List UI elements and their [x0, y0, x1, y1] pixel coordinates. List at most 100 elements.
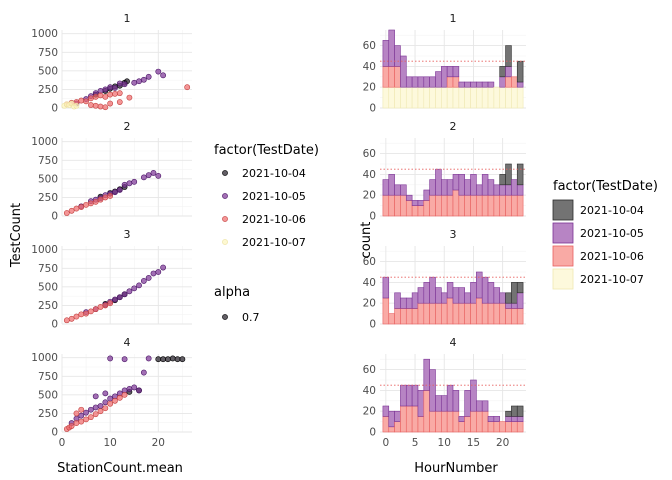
scatter-legend-key — [222, 239, 228, 245]
scatter-y-tick-label: 750 — [38, 47, 58, 59]
bar-y-tick-label: 20 — [363, 298, 376, 310]
bar-segment — [417, 302, 425, 325]
bar-segment — [435, 395, 442, 412]
bar-y-tick-label: 20 — [363, 406, 376, 418]
scatter-point — [116, 394, 123, 401]
bar-segment — [499, 292, 506, 304]
bar-legend-label: 2021-10-04 — [580, 204, 644, 217]
bar-segment — [423, 76, 430, 88]
bar-segment — [423, 282, 430, 304]
bar-y-tick-label: 40 — [363, 385, 376, 397]
scatter-y-tick-label: 1000 — [31, 136, 58, 148]
bar-segment — [516, 405, 524, 417]
bar-segment — [464, 81, 471, 88]
scatter-point — [131, 79, 138, 86]
bar-segment — [476, 400, 483, 412]
bar-segment — [429, 179, 436, 196]
scatter-point — [145, 275, 152, 281]
bar-segment — [481, 86, 489, 109]
bar-segment — [388, 66, 395, 88]
scatter-point — [87, 95, 94, 102]
bar-segment — [400, 297, 407, 309]
bar-segment — [470, 86, 477, 109]
bar-segment — [382, 416, 390, 433]
scatter-point — [87, 406, 94, 413]
bar-segment — [516, 292, 524, 309]
scatter-point — [78, 412, 85, 419]
scatter-point — [73, 102, 80, 109]
bar-y-axis-title: count — [359, 222, 374, 259]
scatter-point — [73, 420, 80, 426]
bar-segment — [493, 194, 501, 217]
bar-segment — [487, 416, 495, 422]
bar-legend-label: 2021-10-05 — [580, 227, 644, 240]
bar-segment — [435, 410, 442, 433]
scatter-point — [102, 390, 109, 397]
scatter-point — [97, 196, 104, 203]
bar-segment — [481, 81, 489, 88]
bar-segment — [481, 302, 489, 325]
bar-segment — [505, 410, 512, 417]
bar-segment — [388, 86, 395, 109]
bar-segment — [382, 179, 390, 196]
bar-segment — [499, 66, 506, 78]
scatter-y-tick-label: 250 — [38, 84, 58, 96]
bar-segment — [499, 86, 506, 109]
scatter-point — [102, 104, 109, 111]
scatter-point — [116, 187, 123, 193]
bar-segment — [435, 86, 442, 109]
bar-segment — [516, 282, 524, 294]
bar-y-tick-label: 40 — [363, 169, 376, 181]
bar-segment — [441, 86, 448, 109]
bar-segment — [446, 384, 454, 412]
bar-segment — [511, 282, 518, 304]
scatter-point — [131, 178, 138, 185]
bar-segment — [388, 313, 395, 325]
bar-segment — [516, 416, 524, 422]
scatter-point — [126, 386, 133, 392]
scatter-point — [102, 302, 109, 309]
scatter-panel-4: 4 0 250 500 750 1000 0 10 20 — [31, 336, 192, 449]
bar-x-tick-label: 10 — [438, 437, 451, 449]
bar-segment — [487, 282, 495, 304]
scatter-y-tick-label: 0 — [51, 427, 58, 439]
bar-legend: factor(TestDate) 2021-10-042021-10-05202… — [552, 179, 658, 290]
scatter-legend-entries: 2021-10-04 2021-10-05 2021-10-06 2021-10-07 — [222, 167, 306, 249]
scatter-point — [107, 395, 114, 402]
bar-segment — [476, 81, 483, 88]
bar-y-tick-label: 0 — [369, 319, 376, 331]
bar-segment — [481, 410, 489, 433]
bar-panel-strip: 3 — [450, 228, 457, 241]
scatter-point — [121, 181, 128, 188]
bar-segment — [476, 410, 483, 433]
bar-y-tick-label: 60 — [363, 364, 376, 376]
bar-segment — [505, 76, 512, 88]
bar-legend-label: 2021-10-07 — [580, 273, 644, 286]
scatter-legend-key — [222, 216, 228, 222]
scatter-point — [83, 416, 89, 423]
bar-segment — [446, 179, 454, 196]
bar-segment — [452, 390, 460, 412]
scatter-point — [126, 288, 133, 295]
scatter-legend-label: 2021-10-04 — [242, 167, 306, 180]
bar-segment — [423, 189, 430, 201]
scatter-y-tick-label: 500 — [38, 281, 58, 293]
scatter-point — [150, 270, 157, 277]
bar-segment — [382, 86, 390, 109]
scatter-point — [92, 198, 99, 205]
bar-segment — [487, 421, 495, 433]
bar-segment — [511, 421, 518, 433]
scatter-point — [107, 300, 114, 307]
bar-segment — [405, 200, 413, 217]
scatter-point — [136, 282, 142, 289]
scatter-point — [140, 174, 147, 181]
bar-segment — [411, 86, 419, 109]
bar-segment — [516, 86, 524, 109]
scatter-point — [174, 356, 181, 363]
bar-segment — [505, 292, 512, 304]
bar-segment — [505, 308, 512, 325]
bar-segment — [417, 287, 425, 304]
scatter-point — [145, 355, 152, 362]
scatter-point — [112, 397, 118, 404]
